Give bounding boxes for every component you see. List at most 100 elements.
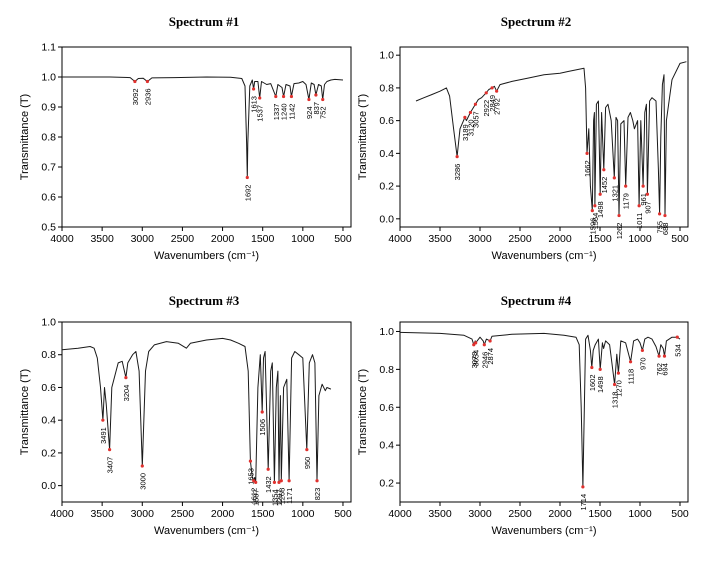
x-tick-label: 2500 (508, 233, 532, 245)
peak-marker-1498 (598, 367, 602, 371)
peak-marker-1179 (624, 184, 628, 188)
peak-label-688: 688 (661, 223, 670, 236)
peak-marker-3491 (101, 418, 105, 422)
peak-marker-1354 (272, 480, 277, 484)
x-tick-label: 3000 (468, 508, 492, 520)
x-tick-label: 1000 (291, 508, 315, 520)
peak-label-752: 752 (319, 107, 328, 120)
y-tick-label: 0.6 (41, 192, 56, 204)
peak-marker-3054 (474, 341, 478, 345)
peak-marker-1011 (637, 204, 641, 208)
y-tick-label: 0.2 (379, 181, 394, 193)
peak-label-823: 823 (313, 488, 322, 501)
peak-label-1240: 1240 (280, 104, 289, 121)
x-tick-label: 1000 (291, 233, 315, 245)
y-tick-label: 0.2 (379, 478, 394, 490)
peak-label-1587: 1587 (252, 489, 261, 506)
peak-label-1506: 1506 (258, 419, 267, 436)
peak-label-3491: 3491 (99, 427, 108, 444)
y-tick-label: 0.6 (41, 382, 56, 394)
x-tick-label: 3500 (428, 508, 452, 520)
peak-label-1142: 1142 (287, 104, 296, 120)
peak-label-837: 837 (312, 102, 321, 115)
peak-label-3092: 3092 (131, 89, 140, 106)
peak-label-762: 762 (655, 363, 664, 376)
peak-marker-3000 (140, 464, 144, 468)
peak-label-907: 907 (643, 201, 652, 214)
x-tick-label: 4000 (388, 508, 412, 520)
x-tick-label: 3000 (468, 233, 492, 245)
x-tick-label: 2000 (211, 233, 235, 245)
spectrum-1-line (62, 76, 344, 178)
x-tick-label: 3000 (131, 508, 155, 520)
y-tick-label: 0.8 (379, 82, 394, 94)
peak-label-1337: 1337 (272, 104, 281, 121)
peak-marker-1452 (602, 168, 606, 172)
x-tick-label: 4000 (50, 508, 74, 520)
spectrum-2-line (415, 61, 687, 216)
y-tick-label: 1.0 (41, 317, 56, 329)
x-axis-label: Wavenumbers (cm⁻¹) (154, 250, 259, 262)
peak-label-1613: 1613 (250, 96, 259, 113)
x-tick-label: 3000 (131, 233, 155, 245)
x-axis-label: Wavenumbers (cm⁻¹) (491, 250, 596, 262)
peak-marker-2936 (145, 79, 150, 84)
peak-marker-752 (321, 97, 325, 102)
spectrum-4-line (400, 331, 681, 488)
peak-label-1179: 1179 (622, 193, 631, 209)
peak-label-694: 694 (660, 363, 669, 376)
peak-label-1432: 1432 (264, 476, 273, 493)
y-tick-label: 0.4 (379, 440, 394, 452)
peak-marker-694 (662, 354, 667, 358)
x-axis-label: Wavenumbers (cm⁻¹) (154, 525, 259, 537)
peak-label-3286: 3286 (453, 164, 462, 181)
peak-marker-1714 (581, 485, 585, 489)
x-tick-label: 1500 (251, 508, 275, 520)
y-tick-label: 1.0 (379, 326, 394, 338)
peak-label-3204: 3204 (122, 385, 131, 402)
chart-title-spectrum-2: Spectrum #2 (500, 14, 572, 29)
peak-label-1564: 1564 (591, 213, 600, 230)
peak-label-3120: 3120 (466, 119, 475, 136)
peak-label-1452: 1452 (600, 177, 609, 194)
peak-label-534: 534 (673, 344, 682, 357)
peak-label-2849: 2849 (488, 95, 497, 112)
y-tick-label: 0.6 (379, 402, 394, 414)
peak-marker-961 (641, 184, 645, 188)
peak-label-1537: 1537 (256, 105, 265, 122)
x-tick-label: 1500 (588, 508, 612, 520)
peak-label-1262: 1262 (615, 223, 624, 240)
peak-label-1270: 1270 (614, 380, 623, 397)
peak-marker-1262 (617, 213, 621, 218)
y-axis-label: Transmittance (T) (19, 94, 31, 180)
peak-marker-924 (307, 97, 311, 102)
peak-label-1498: 1498 (596, 201, 605, 218)
plot-frame-spectrum-2 (399, 46, 689, 228)
peak-marker-1171 (287, 479, 291, 483)
y-tick-label: 0.4 (379, 148, 394, 160)
peak-marker-1240 (281, 94, 286, 99)
y-tick-label: 0.4 (41, 415, 56, 427)
y-tick-label: 0.0 (41, 480, 56, 492)
peak-marker-3189 (463, 115, 467, 119)
peak-label-755: 755 (656, 221, 665, 234)
peak-label-970: 970 (638, 357, 647, 370)
y-tick-label: 1.0 (41, 72, 56, 84)
peak-marker-3286 (455, 155, 459, 159)
y-tick-label: 0.0 (379, 213, 394, 225)
peak-marker-1142 (289, 94, 294, 99)
peak-label-3407: 3407 (106, 457, 115, 474)
peak-label-1602: 1602 (588, 374, 597, 391)
plot-frame-spectrum-1 (61, 46, 352, 228)
peak-marker-837 (314, 93, 318, 97)
spectrum-3-line (62, 337, 332, 483)
peak-label-2874: 2874 (486, 348, 495, 365)
y-axis-label: Transmittance (T) (357, 369, 369, 455)
peak-label-1714: 1714 (579, 494, 588, 511)
peak-marker-907 (645, 192, 650, 196)
y-axis-label: Transmittance (T) (19, 369, 31, 455)
peak-marker-1321 (612, 176, 616, 180)
x-tick-label: 3500 (428, 233, 452, 245)
chart-title-spectrum-3: Spectrum #3 (168, 293, 240, 308)
